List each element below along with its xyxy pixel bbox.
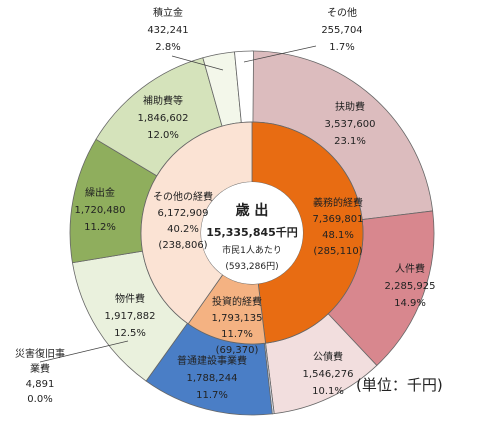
outer-label-name-9: その他 [327,6,357,19]
inner-label-percapita-1: (69,370) [216,345,259,356]
center-total: 15,335,845千円 [206,225,298,239]
outer-label-name-7: 補助費等 [143,94,183,107]
outer-label-name-3-cont: 業費 [30,362,50,375]
leader-line-2 [243,45,317,63]
inner-label-pct-0: 48.1% [322,230,354,241]
outer-label-name-8: 積立金 [153,6,183,19]
outer-label-name-2: 公債費 [313,350,343,363]
outer-label-pct-0: 23.1% [334,136,366,147]
outer-label-pct-4: 11.7% [196,390,228,401]
outer-label-name-0: 扶助費 [335,100,365,113]
outer-label-value-5: 1,917,882 [105,311,156,322]
outer-label-name-4: 普通建設事業費 [177,354,247,367]
leader-line-1 [171,55,224,71]
outer-label-value-0: 3,537,600 [325,119,376,130]
outer-label-pct-5: 12.5% [114,328,146,339]
center-hole [201,182,303,284]
center-title: 歳 出 [236,202,269,219]
outer-label-value-4: 1,788,244 [187,373,238,384]
inner-label-value-0: 7,369,801 [313,214,364,225]
inner-label-value-1: 1,793,135 [212,313,263,324]
inner-label-name-0: 義務的経費 [313,196,363,209]
outer-label-pct-2: 10.1% [312,386,344,397]
outer-label-pct-3: 0.0% [27,394,52,405]
outer-label-value-6: 1,720,480 [75,205,126,216]
inner-label-value-2: 6,172,909 [158,208,209,219]
outer-label-name-6: 繰出金 [85,186,115,199]
leader-line-0 [39,340,129,363]
inner-ring [140,121,364,345]
outer-label-value-2: 1,546,276 [303,369,354,380]
unit-label: (単位：千円) [356,376,443,394]
outer-label-value-8: 432,241 [147,25,188,36]
center-per-capita-value: (593,286円) [225,261,278,272]
outer-label-pct-1: 14.9% [394,298,426,309]
inner-label-percapita-2: (238,806) [158,240,207,251]
outer-label-name-5: 物件費 [115,292,145,305]
outer-label-name-3: 災害復旧事 [15,347,65,360]
inner-label-percapita-0: (285,110) [313,246,362,257]
chart-labels: 扶助費 3,537,600 23.1% 人件費 2,285,925 14.9% 公債費 1,5… [15,6,435,405]
outer-label-value-3: 4,891 [26,379,55,390]
outer-label-pct-8: 2.8% [155,42,180,53]
outer-label-pct-6: 11.2% [84,222,116,233]
outer-label-pct-7: 12.0% [147,130,179,141]
inner-label-pct-2: 40.2% [167,224,199,235]
inner-label-pct-1: 11.7% [221,329,253,340]
inner-label-name-2: その他の経費 [153,190,213,203]
center-per-capita-label: 市民1人あたり [222,244,282,256]
outer-ring [69,50,435,416]
outer-label-value-9: 255,704 [321,25,362,36]
outer-label-pct-9: 1.7% [329,42,354,53]
outer-label-name-1: 人件費 [395,262,425,275]
outer-label-value-1: 2,285,925 [385,281,436,292]
inner-label-name-1: 投資的経費 [212,295,262,308]
outer-label-value-7: 1,846,602 [138,113,189,124]
